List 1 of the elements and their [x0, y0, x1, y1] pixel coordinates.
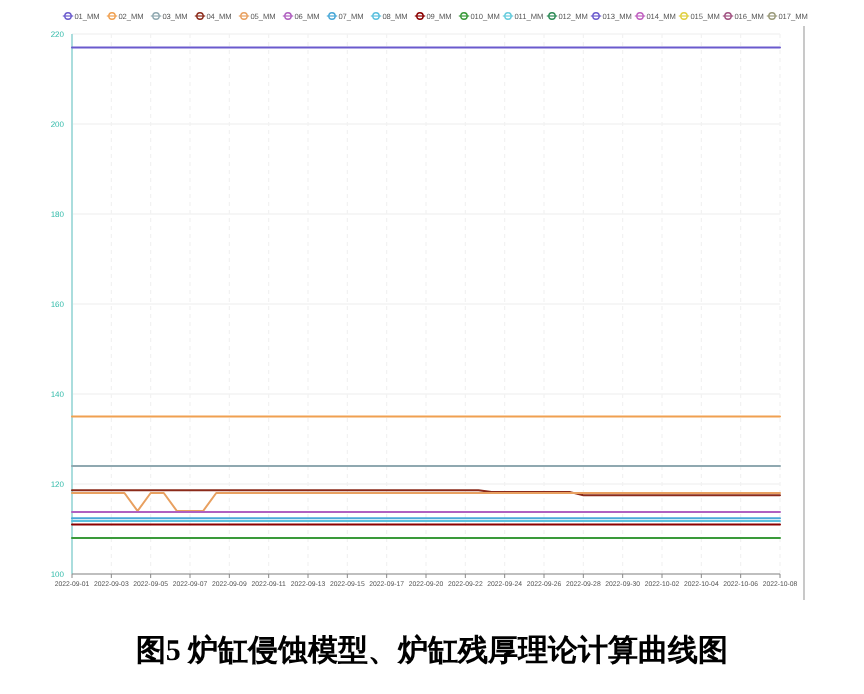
- caption: 图5 炉缸侵蚀模型、炉缸残厚理论计算曲线图: [135, 632, 729, 668]
